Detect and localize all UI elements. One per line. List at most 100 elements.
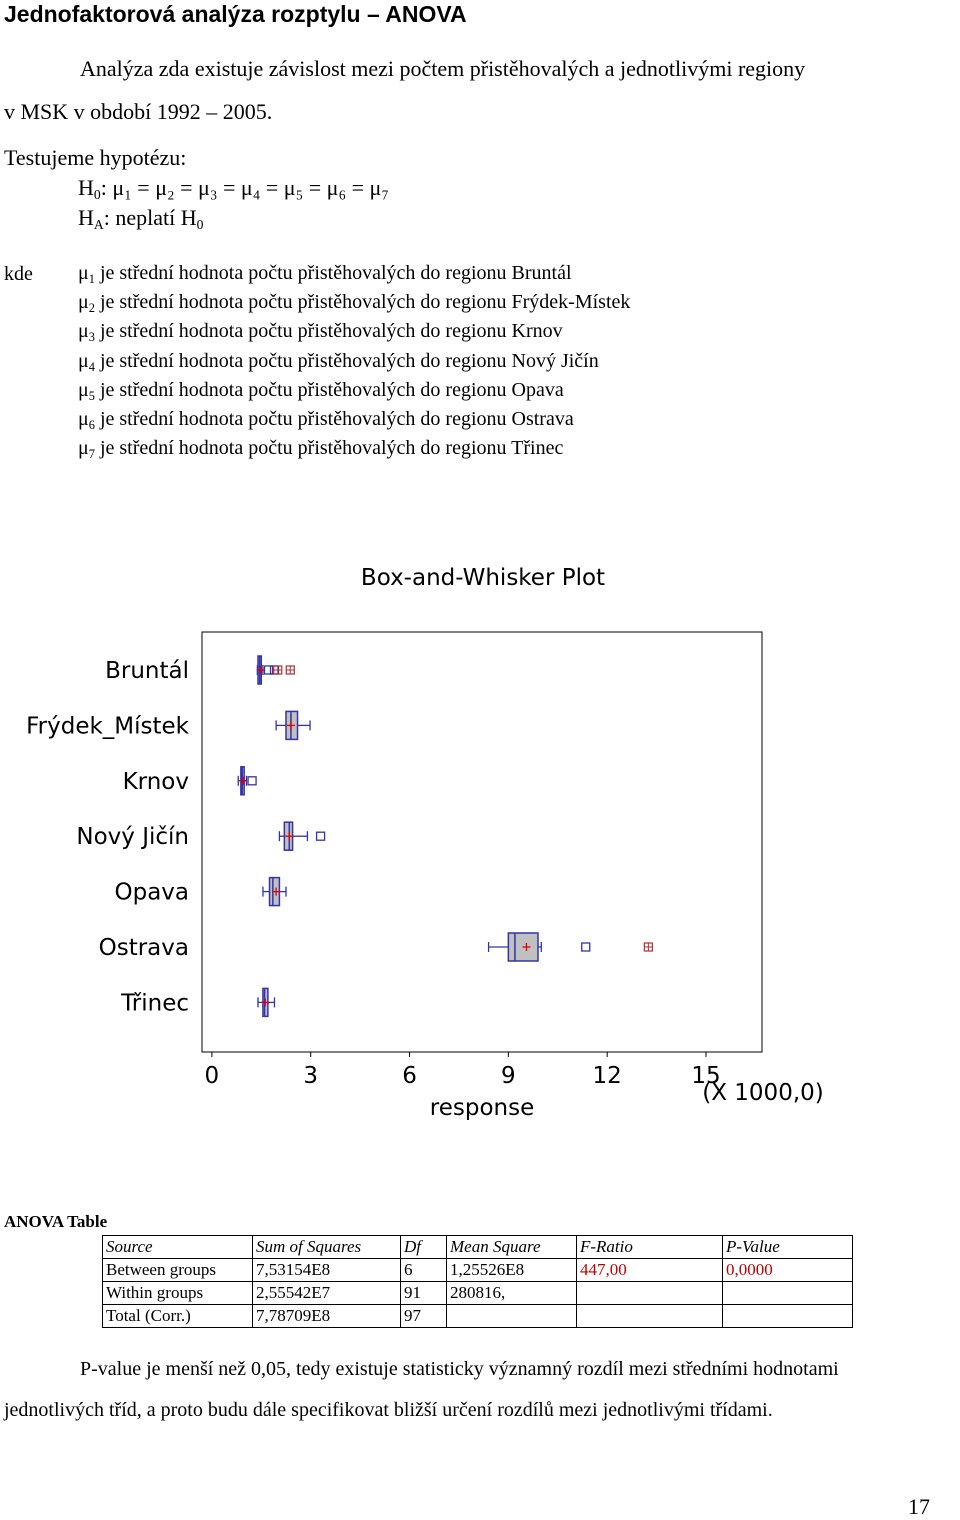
group-label: Frýdek_Místek — [26, 713, 190, 739]
mu-symbol: μ — [78, 437, 89, 460]
intro-line-1: Analýza zda existuje závislost mezi počt… — [80, 56, 806, 81]
mu-subscript: 1 — [88, 272, 95, 286]
h0-statement: : μ₁ = μ₂ = μ₃ = μ₄ = μ₅ = μ₆ = μ₇ — [100, 175, 390, 200]
box-2 — [275, 710, 311, 741]
mu-symbol: μ — [78, 320, 89, 343]
x-tick-label: 3 — [303, 1063, 318, 1089]
table-cell: 0,0000 — [722, 1258, 853, 1282]
ha-statement: : neplatí H — [103, 205, 197, 230]
x-tick-label: 12 — [593, 1063, 622, 1089]
mean-definition-2: μ2 je střední hodnota počtu přistěhovalý… — [78, 290, 630, 314]
section-heading: Jednofaktorová analýza rozptylu – ANOVA — [4, 1, 467, 27]
h0-letter: H — [78, 175, 94, 200]
table-cell: 2,55542E7 — [252, 1281, 401, 1305]
mu-subscript: 2 — [88, 301, 95, 316]
mean-definition-1: μ1 je střední hodnota počtu přistěhovalý… — [78, 261, 572, 285]
box-6 — [487, 932, 653, 962]
outlier-point — [315, 831, 326, 841]
mu-symbol: μ — [78, 408, 89, 430]
table-cell: 7,78709E8 — [252, 1304, 401, 1328]
table-header-cell: Sum of Squares — [252, 1235, 401, 1259]
group-labels: Bruntál Frýdek_Místek Krnov Nový Jičín Opava… — [26, 658, 190, 1016]
x-tick-label: 9 — [501, 1063, 516, 1089]
mu-definition-text: je střední hodnota počtu přistěhovalých … — [94, 320, 563, 343]
mu-symbol: μ — [78, 262, 89, 284]
mu-subscript: 3 — [88, 330, 95, 345]
mu-subscript: 6 — [88, 418, 95, 432]
conclusion-line-1: P-value je menší než 0,05, tedy existuje… — [80, 1358, 839, 1380]
page-number: 17 — [908, 1494, 930, 1519]
box-3 — [237, 766, 257, 796]
mean-definition-7: μ7 je střední hodnota počtu přistěhovalý… — [78, 436, 563, 460]
plot-frame — [201, 631, 763, 1053]
mu-subscript: 5 — [88, 388, 95, 403]
mean-definition-6: μ6 je střední hodnota počtu přistěhovalý… — [78, 407, 574, 431]
box-7 — [257, 987, 276, 1018]
x-axis-label: response — [430, 1095, 534, 1121]
table-cell: Between groups — [102, 1258, 253, 1282]
table-header-cell: Df — [400, 1235, 447, 1259]
outlier-point — [581, 942, 591, 952]
alternative-hypothesis: HA: neplatí H0 — [78, 205, 203, 231]
x-tick-label: 0 — [205, 1063, 220, 1089]
chart-title: Box-and-Whisker Plot — [361, 565, 605, 591]
group-label: Bruntál — [105, 658, 189, 684]
mean-definition-4: μ4 je střední hodnota počtu přistěhovalý… — [78, 349, 599, 373]
group-label: Opava — [114, 880, 189, 906]
conclusion-line-2: jednotlivých tříd, a proto budu dále spe… — [4, 1399, 773, 1421]
mu-definition-text: je střední hodnota počtu přistěhovalých … — [94, 291, 631, 314]
table-cell: 91 — [400, 1281, 447, 1305]
x-tick-label: 15 — [691, 1063, 720, 1089]
ha-h0-subscript: 0 — [196, 217, 204, 232]
intro-line-2: v MSK v období 1992 – 2005. — [4, 99, 273, 124]
mu-symbol: μ — [78, 349, 89, 372]
mu-definition-text: je střední hodnota počtu přistěhovalých … — [94, 378, 564, 401]
mu-definition-text: je střední hodnota počtu přistěhovalých … — [94, 349, 599, 372]
table-cell: Total (Corr.) — [102, 1304, 253, 1328]
table-header-cell: P-Value — [722, 1235, 853, 1259]
box-whisker-chart: Box-and-Whisker Plot Bruntál Frýdek_Míste… — [26, 565, 824, 1121]
mu-subscript: 7 — [88, 447, 95, 462]
table-header-cell: Source — [102, 1235, 253, 1259]
box-1 — [256, 655, 295, 685]
table-cell — [722, 1304, 853, 1328]
mu-symbol: μ — [78, 291, 89, 314]
x-tick-label: 6 — [402, 1063, 417, 1089]
mu-definition-text: je střední hodnota počtu přistěhovalých … — [94, 437, 564, 460]
mean-definition-3: μ3 je střední hodnota počtu přistěhovalý… — [78, 319, 563, 343]
group-label: Ostrava — [99, 935, 189, 961]
table-row: Total (Corr.) 7,78709E8 97 — [102, 1304, 853, 1328]
anova-table-title: ANOVA Table — [4, 1212, 108, 1231]
mean-definition-5: μ5 je střední hodnota počtu přistěhovalý… — [78, 378, 564, 402]
x-axis-ticks: 0 3 6 9 12 15 — [205, 1052, 721, 1089]
box-series — [237, 655, 653, 1018]
null-hypothesis: H0: μ₁ = μ₂ = μ₃ = μ₄ = μ₅ = μ₆ = μ₇ — [78, 175, 389, 201]
table-cell — [576, 1304, 723, 1328]
table-cell: 97 — [400, 1304, 447, 1328]
table-cell: 280816, — [446, 1281, 577, 1305]
table-cell — [576, 1281, 723, 1305]
hypothesis-label: Testujeme hypotézu: — [4, 145, 187, 170]
table-row: Between groups 7,53154E8 6 1,25526E8 447,00 0… — [102, 1258, 853, 1282]
outlier-point — [247, 776, 257, 786]
table-header-cell: F-Ratio — [576, 1235, 723, 1259]
box-5 — [262, 876, 287, 907]
ha-subscript: A — [93, 217, 104, 232]
table-cell — [446, 1304, 577, 1328]
group-label: Třinec — [120, 990, 189, 1016]
table-cell: Within groups — [102, 1281, 253, 1305]
h0-subscript: 0 — [93, 187, 101, 202]
mu-definition-text: je střední hodnota počtu přistěhovalých … — [94, 262, 572, 284]
x-scale-note: (X 1000,0) — [702, 1080, 824, 1106]
outlier-point — [263, 665, 274, 675]
mu-definition-text: je střední hodnota počtu přistěhovalých … — [94, 408, 574, 430]
table-cell: 6 — [400, 1258, 447, 1282]
table-cell: 7,53154E8 — [252, 1258, 401, 1282]
group-label: Nový Jičín — [76, 824, 189, 850]
kde-label: kde — [4, 263, 33, 285]
anova-table: Source Sum of Squares Df Mean Square F-Ratio… — [102, 1235, 853, 1328]
box-4 — [278, 821, 326, 851]
table-cell: 1,25526E8 — [446, 1258, 577, 1282]
ha-letter: H — [78, 205, 94, 230]
mu-subscript: 4 — [88, 359, 95, 374]
